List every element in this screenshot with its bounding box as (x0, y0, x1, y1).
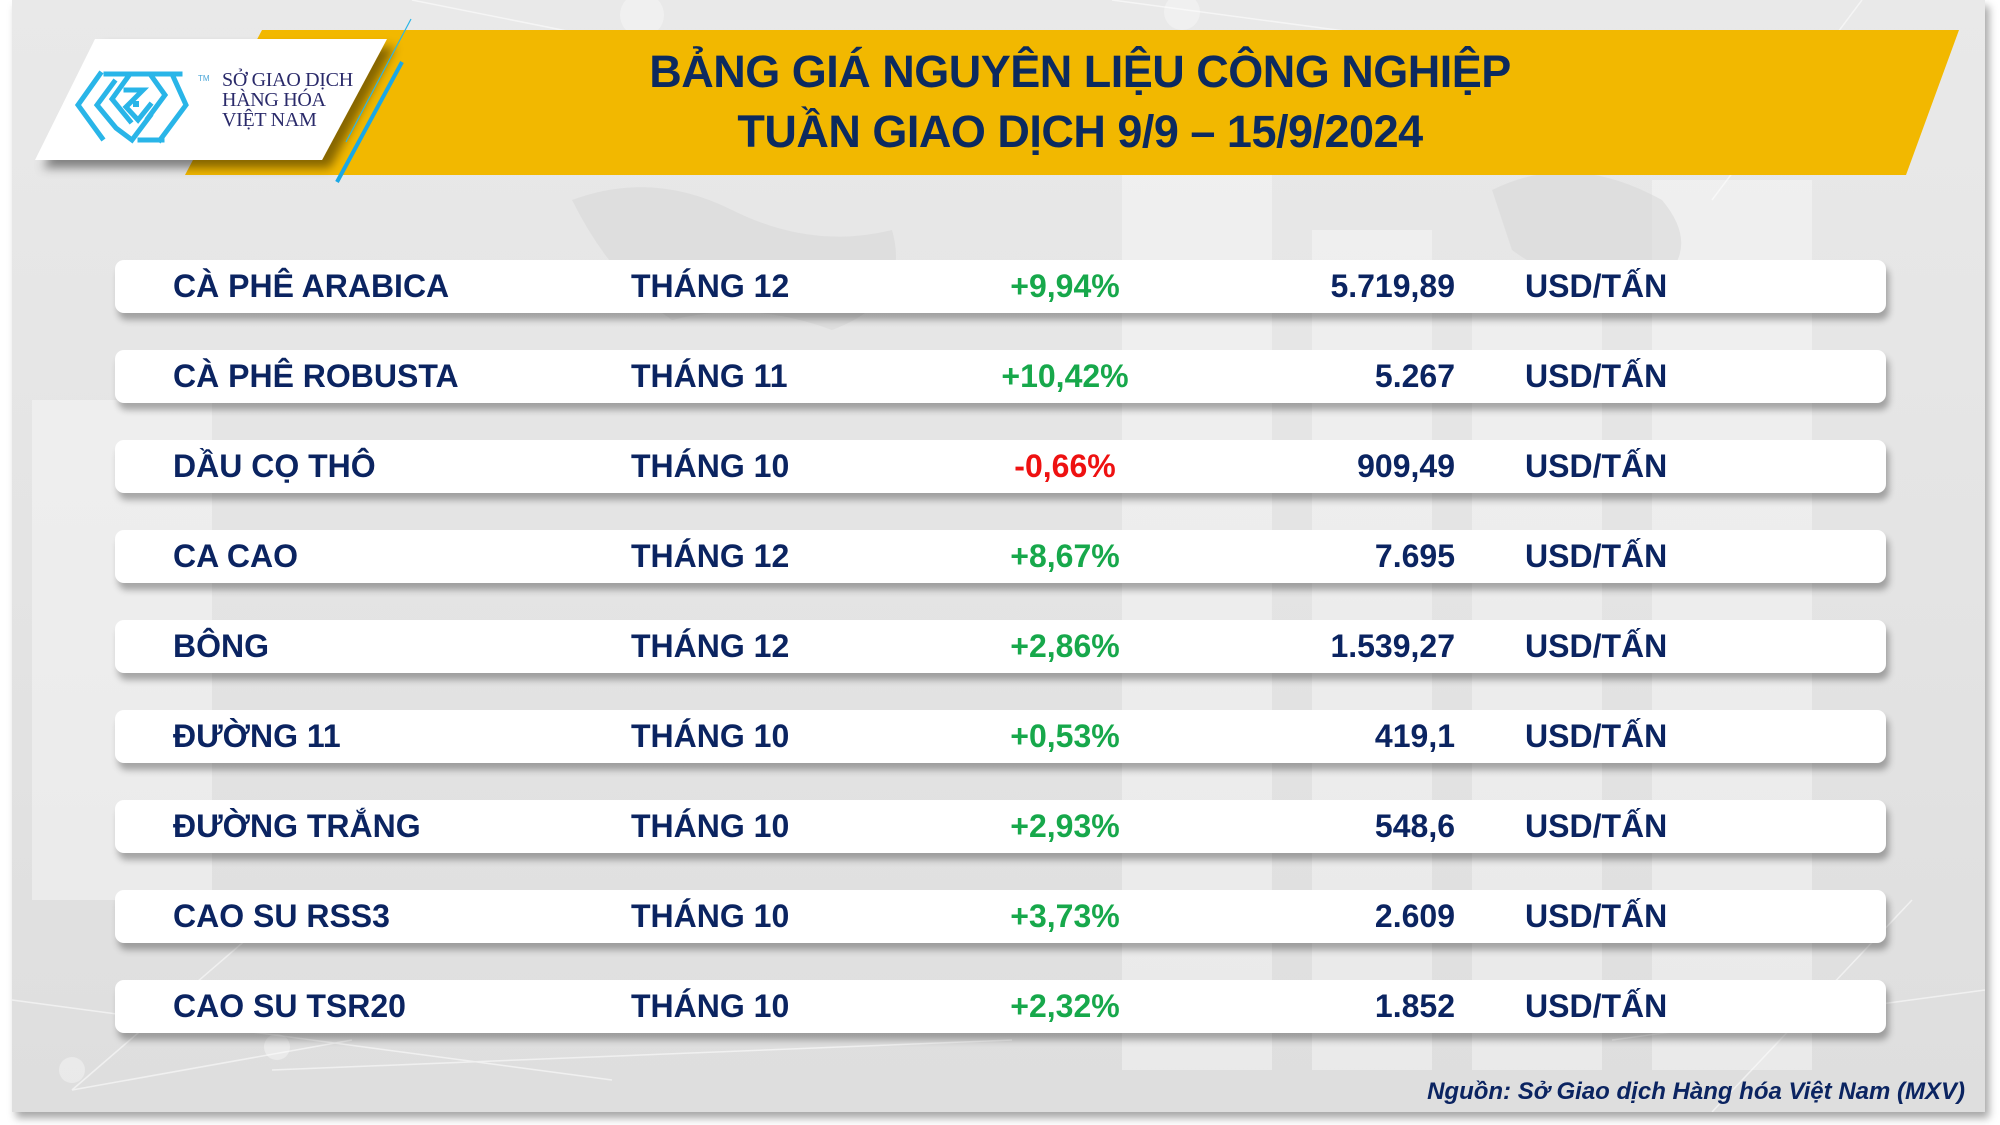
weekly-change: +2,86% (1010, 628, 1120, 664)
price-unit: USD/TẤN (1525, 268, 1668, 304)
trademark-symbol: TM (198, 74, 210, 83)
table-row: ĐƯỜNG 11 THÁNG 10 +0,53% 419,1 USD/TẤN (115, 710, 1886, 763)
price-unit: USD/TẤN (1525, 988, 1668, 1024)
commodity-name: CÀ PHÊ ARABICA (173, 268, 450, 304)
price-value: 419,1 (1374, 718, 1455, 754)
table-row: ĐƯỜNG TRẮNG THÁNG 10 +2,93% 548,6 USD/TẤ… (115, 800, 1886, 853)
page-title-line-1: BẢNG GIÁ NGUYÊN LIỆU CÔNG NGHIỆP (649, 46, 1511, 97)
logo-line-2: HÀNG HÓA (222, 89, 326, 111)
contract-month: THÁNG 12 (631, 628, 790, 664)
commodity-name: CAO SU TSR20 (173, 988, 406, 1024)
logo-wordmark: SỞ GIAO DỊCH HÀNG HÓA VIỆT NAM (222, 70, 353, 130)
table-row: CAO SU TSR20 THÁNG 10 +2,32% 1.852 USD/T… (115, 980, 1886, 1033)
contract-month: THÁNG 10 (631, 808, 790, 844)
price-value: 7.695 (1374, 538, 1455, 574)
price-value: 5.719,89 (1330, 268, 1455, 304)
contract-month: THÁNG 11 (631, 358, 788, 394)
price-unit: USD/TẤN (1525, 358, 1668, 394)
commodity-name: ĐƯỜNG TRẮNG (173, 808, 421, 844)
weekly-change: -0,66% (1014, 448, 1116, 484)
commodity-name: CA CAO (173, 538, 299, 574)
contract-month: THÁNG 12 (631, 538, 790, 574)
contract-month: THÁNG 10 (631, 448, 790, 484)
contract-month: THÁNG 10 (631, 718, 790, 754)
price-value: 2.609 (1374, 898, 1455, 934)
price-value: 5.267 (1374, 358, 1455, 394)
table-row: CÀ PHÊ ROBUSTA THÁNG 11 +10,42% 5.267 US… (115, 350, 1886, 403)
commodity-name: DẦU CỌ THÔ (173, 448, 376, 484)
contract-month: THÁNG 10 (631, 898, 790, 934)
weekly-change: +2,32% (1010, 988, 1120, 1024)
logo-panel (35, 39, 387, 160)
accent-line-thin (345, 18, 412, 143)
price-value: 548,6 (1374, 808, 1455, 844)
table-row: CA CAO THÁNG 12 +8,67% 7.695 USD/TẤN (115, 530, 1886, 583)
price-unit: USD/TẤN (1525, 718, 1668, 754)
price-value: 1.539,27 (1330, 628, 1455, 664)
table-row: BÔNG THÁNG 12 +2,86% 1.539,27 USD/TẤN (115, 620, 1886, 673)
price-unit: USD/TẤN (1525, 628, 1668, 664)
accent-line-thick (335, 61, 404, 183)
mxv-maze-logo-icon (74, 70, 189, 144)
commodity-name: BÔNG (173, 628, 269, 664)
price-unit: USD/TẤN (1525, 808, 1668, 844)
weekly-change: +10,42% (1001, 358, 1129, 394)
price-unit: USD/TẤN (1525, 538, 1668, 574)
weekly-change: +2,93% (1010, 808, 1120, 844)
logo-line-1: SỞ GIAO DỊCH (222, 69, 353, 91)
price-unit: USD/TẤN (1525, 448, 1668, 484)
weekly-change: +3,73% (1010, 898, 1120, 934)
price-value: 909,49 (1357, 448, 1455, 484)
title-banner-yellow (185, 30, 1959, 175)
logo-line-3: VIỆT NAM (222, 109, 317, 131)
weekly-change: +8,67% (1010, 538, 1120, 574)
weekly-change: +9,94% (1010, 268, 1120, 304)
price-value: 1.852 (1374, 988, 1455, 1024)
table-row: DẦU CỌ THÔ THÁNG 10 -0,66% 909,49 USD/TẤ… (115, 440, 1886, 493)
table-row: CÀ PHÊ ARABICA THÁNG 12 +9,94% 5.719,89 … (115, 260, 1886, 313)
header-banner (35, 18, 1959, 183)
price-unit: USD/TẤN (1525, 898, 1668, 934)
commodity-name: CÀ PHÊ ROBUSTA (173, 358, 459, 394)
commodity-name: CAO SU RSS3 (173, 898, 390, 934)
contract-month: THÁNG 12 (631, 268, 790, 304)
page-title-line-2: TUẦN GIAO DỊCH 9/9 – 15/9/2024 (737, 106, 1423, 157)
table-row: CAO SU RSS3 THÁNG 10 +3,73% 2.609 USD/TẤ… (115, 890, 1886, 943)
contract-month: THÁNG 10 (631, 988, 790, 1024)
source-note: Nguồn: Sở Giao dịch Hàng hóa Việt Nam (M… (1427, 1078, 1965, 1105)
weekly-change: +0,53% (1010, 718, 1120, 754)
commodity-name: ĐƯỜNG 11 (173, 718, 341, 754)
